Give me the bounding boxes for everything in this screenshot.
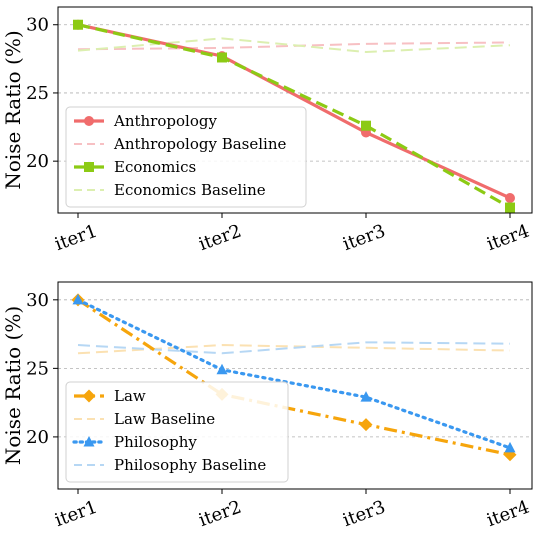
y-tick-label: 30 — [26, 290, 49, 311]
legend-item-economics-baseline: Economics Baseline — [74, 181, 266, 199]
legend-item-anthropology: Anthropology — [74, 112, 217, 130]
legend-label: Law — [114, 387, 146, 405]
legend-label: Philosophy Baseline — [114, 456, 266, 474]
economics-point — [361, 120, 371, 131]
plot-frame — [57, 6, 533, 214]
legend-label: Anthropology — [113, 112, 217, 130]
x-tick-label: iter1 — [52, 496, 100, 531]
x-tick-label: iter2 — [196, 496, 244, 531]
philosophy-point — [216, 363, 228, 375]
legend-label: Economics Baseline — [114, 181, 266, 199]
plot-frame — [57, 281, 533, 490]
philosophy-line — [76, 298, 512, 450]
legend-item-economics: Economics — [74, 158, 196, 176]
legend-label: Law Baseline — [114, 410, 215, 428]
law-line — [77, 298, 511, 457]
legend-box — [65, 106, 307, 208]
legend-label: Philosophy — [114, 433, 197, 451]
series-philosophy-baseline — [77, 341, 511, 355]
economics-point — [73, 19, 83, 30]
y-tick-label: 20 — [26, 151, 49, 172]
legend-marker — [83, 436, 95, 447]
legend: Law Law Baseline Philosophy Philosophy Base… — [65, 381, 289, 483]
legend-label: Anthropology Baseline — [113, 135, 286, 153]
x-tick-label: iter4 — [484, 220, 532, 255]
legend-item-law-baseline: Law Baseline — [74, 410, 215, 428]
y-tick-label: 25 — [26, 83, 49, 104]
economics-line — [77, 23, 511, 209]
legend-marker — [82, 389, 96, 403]
philosophy-point — [72, 293, 84, 305]
legend-marker — [84, 116, 94, 126]
legend-marker — [84, 162, 94, 172]
economics-point — [505, 202, 515, 213]
series-economics-baseline — [77, 37, 511, 54]
legend-item-law: Law — [74, 387, 146, 405]
law-point — [359, 418, 373, 432]
anthropology-point — [505, 192, 515, 203]
y-tick-label: 30 — [26, 15, 49, 36]
philosophy-point — [360, 391, 372, 402]
legend-label: Economics — [114, 158, 196, 176]
x-tick-label: iter3 — [340, 496, 388, 531]
series-philosophy — [72, 293, 516, 453]
x-tick-label: iter2 — [196, 220, 244, 255]
top-chart: 20 25 30 iter1 iter2 iter3 iter4 Noise Ratio (%… — [1, 6, 533, 255]
bottom-chart: 20 25 30 iter1 iter2 iter3 iter4 Noise Ratio (%… — [1, 281, 533, 531]
y-tick-label: 20 — [26, 427, 49, 448]
x-tick-label: iter4 — [484, 496, 532, 531]
y-axis-label: Noise Ratio (%) — [1, 30, 25, 189]
x-tick-label: iter1 — [52, 220, 100, 255]
y-tick-label: 25 — [26, 358, 49, 379]
philosophy-baseline-line — [77, 341, 511, 355]
legend: Anthropology Anthropology Baseline Economi… — [65, 106, 307, 208]
legend-item-philosophy: Philosophy — [72, 433, 197, 451]
y-axis-label: Noise Ratio (%) — [1, 306, 25, 465]
x-tick-label: iter3 — [340, 220, 388, 255]
series-economics — [73, 19, 515, 213]
legend-box — [65, 381, 289, 483]
economics-baseline-line — [77, 37, 511, 54]
legend-item-philosophy-baseline: Philosophy Baseline — [74, 456, 266, 474]
economics-point — [217, 52, 227, 63]
philosophy-point — [504, 441, 516, 453]
legend-item-anthropology-baseline: Anthropology Baseline — [74, 135, 286, 153]
